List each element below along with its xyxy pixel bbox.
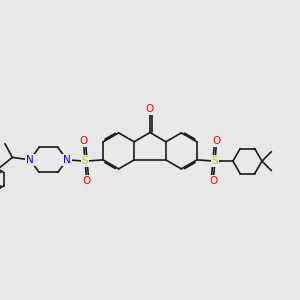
Text: N: N [26, 155, 34, 165]
Text: O: O [146, 104, 154, 115]
Text: O: O [210, 176, 218, 186]
Text: S: S [212, 156, 218, 166]
Text: O: O [80, 136, 88, 146]
Text: N: N [63, 155, 71, 165]
Text: O: O [212, 136, 220, 146]
Text: S: S [82, 156, 88, 166]
Text: O: O [82, 176, 90, 186]
